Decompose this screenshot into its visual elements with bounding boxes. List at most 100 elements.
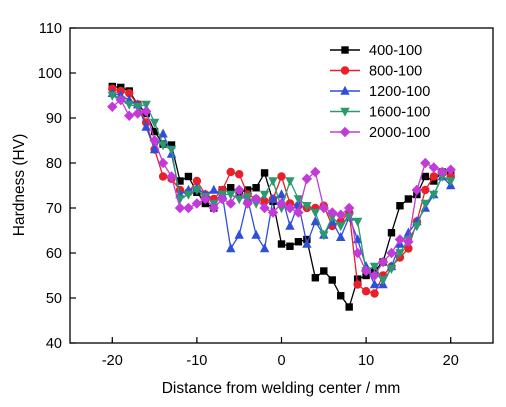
- data-point: [311, 274, 320, 282]
- data-point: [157, 157, 169, 169]
- data-point: [353, 275, 362, 283]
- data-point: [344, 213, 354, 223]
- data-point: [429, 172, 438, 181]
- data-point: [319, 231, 329, 241]
- data-point: [226, 243, 236, 253]
- data-point: [226, 167, 235, 177]
- legend-label: 1200-100: [369, 84, 430, 100]
- y-axis: 40 50 60 70 80 90 100 110: [38, 21, 76, 352]
- data-point: [320, 267, 328, 275]
- data-point: [115, 94, 126, 106]
- data-point: [310, 166, 321, 178]
- data-point: [149, 118, 160, 128]
- data-point: [310, 216, 321, 226]
- data-point: [395, 249, 405, 259]
- data-point: [242, 198, 253, 209]
- data-point: [302, 202, 312, 211]
- data-point: [174, 202, 186, 214]
- data-point: [276, 198, 287, 209]
- x-tick-label: -10: [186, 353, 207, 369]
- data-point: [259, 202, 270, 214]
- y-axis-label: Hardness (HV): [11, 134, 28, 237]
- data-point: [386, 247, 397, 259]
- data-point: [184, 172, 193, 181]
- legend-item: 1200-100: [330, 84, 430, 100]
- data-point: [141, 100, 151, 110]
- series-1600-100: [107, 91, 456, 286]
- data-point: [277, 240, 286, 248]
- data-point: [327, 207, 338, 218]
- data-point: [149, 135, 160, 146]
- data-point: [124, 110, 135, 121]
- data-point: [268, 177, 278, 187]
- data-point: [293, 207, 304, 218]
- data-point: [421, 185, 430, 195]
- legend-label: 800-100: [369, 64, 422, 80]
- data-point: [302, 238, 312, 248]
- data-point: [403, 236, 414, 247]
- legend-item: 400-100: [330, 43, 422, 59]
- data-point: [421, 172, 430, 181]
- data-point: [124, 100, 134, 110]
- data-point: [132, 108, 143, 119]
- data-point: [209, 184, 219, 194]
- x-axis-label: Distance from welding center / mm: [162, 380, 401, 397]
- data-point: [226, 190, 236, 200]
- data-point: [428, 162, 439, 173]
- data-point: [377, 256, 389, 268]
- data-point: [191, 198, 203, 209]
- data-point: [243, 186, 252, 194]
- legend-marker: [340, 66, 350, 75]
- data-point: [192, 176, 202, 186]
- data-point: [107, 101, 118, 112]
- data-point: [318, 202, 329, 214]
- data-point: [429, 190, 439, 200]
- data-point: [394, 234, 406, 245]
- x-axis: -20 -10 0 10 20: [102, 337, 459, 369]
- legend-label: 2000-100: [369, 125, 430, 141]
- data-point: [284, 202, 296, 214]
- legend-item: 2000-100: [330, 125, 430, 141]
- data-point: [234, 184, 245, 196]
- data-point: [259, 190, 270, 200]
- data-point: [337, 292, 345, 300]
- data-point: [343, 202, 355, 214]
- data-point: [259, 243, 270, 253]
- data-point: [328, 276, 336, 284]
- y-tick-label: 60: [46, 246, 62, 262]
- data-point: [446, 177, 456, 187]
- data-point: [251, 229, 261, 239]
- series-layer: [107, 82, 456, 311]
- data-point: [412, 222, 422, 232]
- data-point: [166, 145, 177, 155]
- data-point: [353, 280, 362, 289]
- data-point: [437, 166, 448, 178]
- data-point: [149, 144, 160, 154]
- data-point: [260, 169, 269, 177]
- series-2000-100: [107, 94, 456, 281]
- data-point: [260, 197, 269, 206]
- data-point: [158, 141, 168, 151]
- data-point: [285, 220, 295, 230]
- data-point: [396, 202, 404, 210]
- legend: 400-100 800-100 1200-100 1600-100 2000-100: [330, 43, 430, 141]
- data-point: [166, 171, 177, 182]
- data-point: [125, 89, 134, 98]
- data-point: [420, 157, 431, 169]
- data-point: [386, 265, 397, 274]
- data-point: [158, 172, 168, 181]
- y-tick-label: 110: [39, 21, 62, 37]
- x-tick-label: 10: [358, 353, 374, 369]
- data-point: [378, 276, 388, 286]
- data-point: [140, 106, 152, 117]
- data-point: [234, 195, 244, 205]
- data-point: [411, 184, 423, 196]
- data-point: [387, 229, 396, 237]
- data-point: [285, 177, 295, 187]
- y-tick-label: 70: [46, 201, 62, 217]
- data-point: [167, 141, 176, 149]
- legend-marker: [341, 46, 349, 54]
- data-point: [267, 207, 279, 218]
